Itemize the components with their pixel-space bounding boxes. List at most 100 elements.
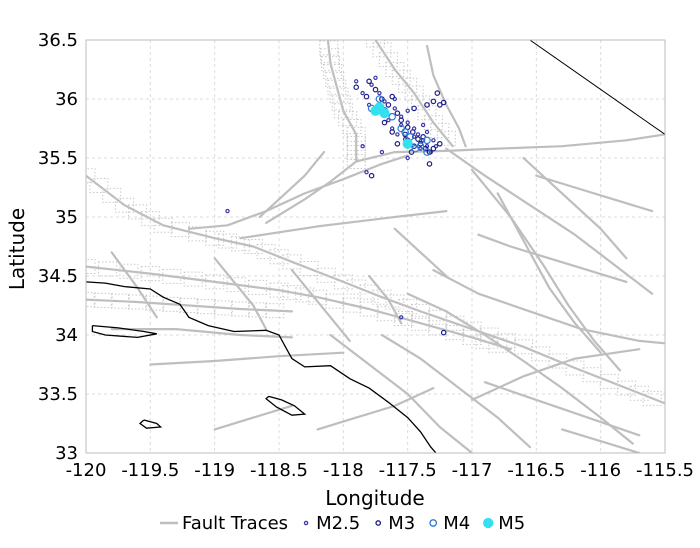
fault-zone-hatch xyxy=(342,119,362,135)
fault-zone-hatch xyxy=(436,130,456,146)
earthquake-m3 xyxy=(424,102,430,108)
earthquake-m25 xyxy=(360,90,365,96)
fault-zone-hatch xyxy=(319,40,339,56)
earthquake-m3 xyxy=(353,84,360,91)
fault-zone-hatch xyxy=(391,69,411,85)
fault-zone-hatch xyxy=(346,279,366,295)
fault-zone-hatch xyxy=(378,52,398,68)
coastline-path xyxy=(86,281,437,453)
fault-zone-hatch xyxy=(372,289,392,305)
legend: Fault Traces M2.5 M3 M4 M5 xyxy=(160,513,525,534)
y-axis-label: Latitude xyxy=(5,208,29,290)
fault-trace xyxy=(326,40,358,163)
x-tick-label: -119.5 xyxy=(121,460,179,481)
fault-zone-hatch xyxy=(346,126,366,142)
y-tick-label: 35 xyxy=(55,207,78,228)
earthquake-m3 xyxy=(366,78,372,85)
fault-zone-hatch xyxy=(248,302,268,318)
fault-zone-hatch xyxy=(423,115,443,131)
fault-zone-hatch xyxy=(97,261,117,277)
fault-zone-hatch xyxy=(188,226,208,242)
fault-zone-hatch xyxy=(325,293,345,309)
fault-zone-hatch xyxy=(256,244,276,260)
fault-zone-hatch xyxy=(218,233,238,249)
earthquake-m25 xyxy=(364,169,369,175)
fault-zone-hatch xyxy=(205,230,225,246)
fault-zone-hatch xyxy=(430,122,450,138)
earthquake-m5 xyxy=(402,138,413,149)
earthquake-m4 xyxy=(411,144,420,153)
earthquake-m4 xyxy=(423,148,431,156)
fault-zone-hatch xyxy=(183,271,203,287)
fault-zone-hatch xyxy=(398,299,418,315)
fault-trace xyxy=(406,292,634,445)
fault-zone-hatch xyxy=(119,263,139,279)
y-tick-labels: 33 33.5 34 34.5 35 35.5 36 36.5 xyxy=(38,30,78,464)
fault-zone-hatch xyxy=(325,71,345,87)
fault-zone-hatch xyxy=(170,222,190,238)
fault-zone-hatch xyxy=(496,333,516,349)
fault-zone-hatch xyxy=(376,306,396,322)
legend-swatch-m25 xyxy=(303,520,309,526)
earthquake-m25 xyxy=(392,106,397,111)
y-tick-label: 36 xyxy=(55,89,78,110)
fault-trace xyxy=(86,298,293,313)
x-tick-label: -117 xyxy=(452,460,493,481)
earthquake-m25 xyxy=(354,79,359,84)
fault-trace xyxy=(470,168,622,372)
earthquake-m25 xyxy=(377,90,382,96)
fault-trace xyxy=(239,210,448,240)
fault-zone-hatch xyxy=(642,390,662,406)
fault-trace xyxy=(187,154,409,230)
fault-zone-hatch xyxy=(115,197,135,213)
fault-trace xyxy=(110,328,293,339)
fault-zone-hatch xyxy=(86,168,96,184)
fault-zone-hatch xyxy=(359,284,379,300)
earthquake-m25 xyxy=(411,134,417,139)
fault-zone-hatch xyxy=(127,204,147,220)
legend-label: M4 xyxy=(443,513,470,534)
fault-zone-hatch xyxy=(110,293,130,309)
fault-zone-hatch xyxy=(295,287,315,303)
earthquake-m3 xyxy=(408,149,415,155)
fault-trace xyxy=(368,274,403,325)
x-tick-label: -120 xyxy=(66,460,107,481)
fault-zone-hatch xyxy=(346,135,366,151)
fault-zone-hatch xyxy=(327,79,347,95)
fault-zone-hatch xyxy=(411,95,431,111)
fault-zone-hatch xyxy=(265,303,285,319)
earthquake-m3 xyxy=(430,145,437,152)
legend-label: M2.5 xyxy=(316,513,360,534)
fault-zone-hatch xyxy=(308,289,328,305)
fault-zone-hatch xyxy=(153,217,173,233)
earthquake-m25 xyxy=(369,82,374,88)
island-outline xyxy=(265,395,307,416)
fault-zone-hatch xyxy=(462,329,482,345)
fault-zone-hatch xyxy=(475,333,495,349)
earthquake-m3 xyxy=(436,102,443,108)
fault-zone-hatch xyxy=(282,285,302,301)
earthquake-m25 xyxy=(420,122,426,128)
fault-zone-hatch xyxy=(404,85,424,101)
earthquake-m3 xyxy=(415,136,421,142)
fault-zone-hatch xyxy=(479,327,499,343)
x-tick-label: -117.5 xyxy=(379,460,437,481)
earthquake-m25 xyxy=(225,208,230,214)
fault-trace xyxy=(265,133,665,224)
fault-zone-hatch xyxy=(196,299,216,315)
plot-background xyxy=(86,40,665,453)
x-axis-label: Longitude xyxy=(325,486,424,510)
fault-zone-hatch xyxy=(226,277,246,293)
fault-zone-hatch xyxy=(140,266,160,282)
earthquake-m25 xyxy=(405,155,410,161)
earthquake-m5 xyxy=(379,108,390,119)
fault-zone-hatch xyxy=(445,315,465,331)
earthquake-m3 xyxy=(389,93,396,100)
earthquake-m3 xyxy=(436,141,443,147)
legend-swatch-m5 xyxy=(483,517,494,529)
fault-zone-hatch xyxy=(372,42,392,58)
y-tick-label: 33.5 xyxy=(38,384,78,405)
fault-zone-hatch xyxy=(359,301,379,317)
earthquake-m4 xyxy=(401,128,409,136)
fault-zone-hatch xyxy=(230,236,250,252)
